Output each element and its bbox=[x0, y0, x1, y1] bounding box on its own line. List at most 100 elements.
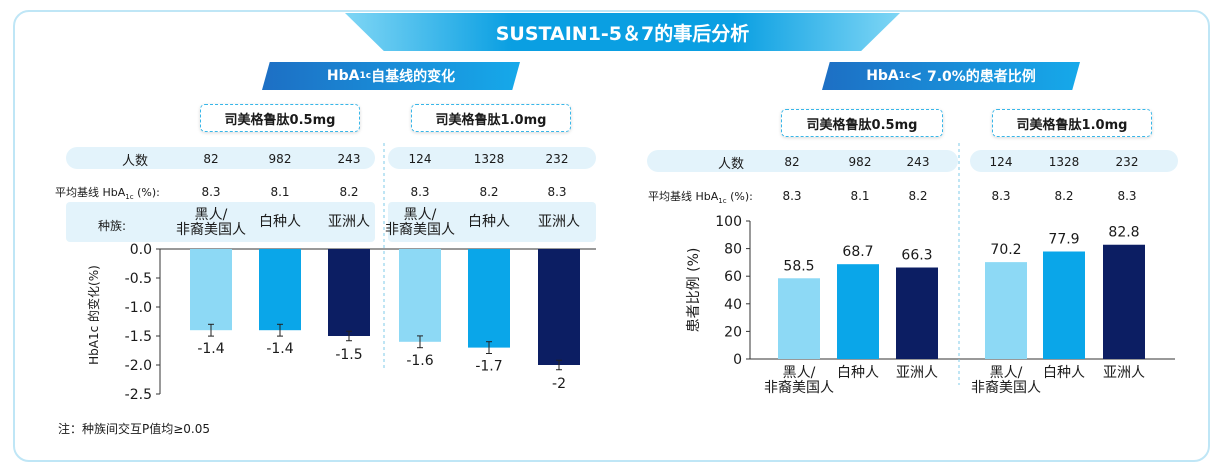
right-ethnicity-label: 白种人 bbox=[837, 365, 879, 381]
left-baseline-value: 8.3 bbox=[201, 185, 221, 199]
right-n-value: 82 bbox=[784, 155, 800, 169]
right-baseline-value: 8.3 bbox=[991, 189, 1011, 203]
left-data-label-line: -1.4 bbox=[197, 341, 224, 357]
left-bar bbox=[538, 249, 580, 365]
baseline-label-post: (%): bbox=[133, 186, 160, 199]
right-y-tick-label-line: 60 bbox=[724, 269, 742, 285]
left-n-value: 82 bbox=[203, 152, 219, 166]
left-data-label: -1.6 bbox=[406, 353, 433, 369]
right-section-title-sub: 1c bbox=[898, 71, 911, 81]
left-section-title-sub: 1c bbox=[359, 71, 372, 81]
right-n-pill-05 bbox=[647, 150, 958, 172]
right-ethnicity-label-line: 亚洲人 bbox=[1103, 365, 1145, 381]
left-y-tick-label-line: -1.5 bbox=[125, 329, 152, 345]
footnote: 注：种族间交互P值均≥0.05 bbox=[58, 422, 211, 436]
right-ethnicity-label-line: 黑人/ bbox=[783, 365, 816, 381]
left-y-tick-label: -2.0 bbox=[125, 358, 152, 374]
right-data-label: 82.8 bbox=[1108, 225, 1139, 241]
right-data-label: 77.9 bbox=[1048, 231, 1079, 247]
right-data-label-line: 70.2 bbox=[990, 242, 1021, 258]
left-eth-band-05 bbox=[66, 202, 375, 242]
right-section-title-hba: HbA bbox=[866, 68, 899, 84]
left-eth-band-10 bbox=[388, 202, 596, 242]
right-ethnicity-label-line: 亚洲人 bbox=[896, 365, 938, 381]
left-y-axis-label: HbA1c 的变化(%) bbox=[86, 265, 101, 365]
baseline-label-post: (%): bbox=[726, 190, 753, 203]
left-ethnicity-label: 种族: bbox=[98, 219, 127, 233]
right-bar bbox=[1103, 244, 1145, 359]
right-n-label: 人数 bbox=[718, 157, 745, 172]
baseline-label-sub: 1c bbox=[718, 197, 727, 206]
left-y-tick-label: -0.5 bbox=[125, 271, 152, 287]
right-baseline-value: 8.3 bbox=[1117, 189, 1137, 203]
right-y-tick-label: 0 bbox=[733, 352, 742, 368]
right-n-value: 124 bbox=[989, 155, 1013, 169]
right-y-tick-label-line: 80 bbox=[724, 242, 742, 258]
baseline-label-pre: 平均基线 HbA bbox=[55, 186, 126, 199]
left-y-tick-label-line: -2.0 bbox=[125, 358, 152, 374]
right-y-axis-label: 患者比例 (%) bbox=[686, 248, 702, 333]
left-n-value: 243 bbox=[337, 152, 361, 166]
left-ethnicity-label: 亚洲人 bbox=[328, 214, 370, 230]
right-ethnicity-label: 白种人 bbox=[1043, 365, 1085, 381]
left-data-label-line: -1.7 bbox=[475, 359, 502, 375]
right-y-tick-label-line: 40 bbox=[724, 297, 742, 313]
right-ethnicity-label-line: 白种人 bbox=[837, 365, 879, 381]
right-data-label: 58.5 bbox=[783, 258, 814, 274]
right-dose-10: 司美格鲁肽1.0mg bbox=[992, 109, 1152, 137]
right-y-axis-label-line: 患者比例 (%) bbox=[686, 248, 702, 333]
right-ethnicity-label-line: 黑人/ bbox=[990, 365, 1023, 381]
left-section-title: HbA 1c 自基线的变化 bbox=[262, 62, 520, 90]
right-data-label: 70.2 bbox=[990, 242, 1021, 258]
left-data-label: -1.4 bbox=[266, 341, 293, 357]
left-n-value: 232 bbox=[545, 152, 569, 166]
left-data-label: -2 bbox=[552, 376, 566, 392]
left-bar bbox=[190, 249, 232, 331]
right-y-tick-label: 80 bbox=[724, 242, 742, 258]
left-ethnicity-label-line: 非裔美国人 bbox=[385, 221, 455, 238]
left-y-tick-label-line: -1.0 bbox=[125, 300, 152, 316]
left-dose-10: 司美格鲁肽1.0mg bbox=[411, 104, 571, 132]
left-y-tick-label: -2.5 bbox=[125, 387, 152, 403]
left-section-title-rest: 自基线的变化 bbox=[371, 69, 456, 85]
left-y-axis-label-line: HbA1c 的变化(%) bbox=[86, 265, 101, 365]
right-bar bbox=[985, 262, 1027, 359]
left-bar bbox=[259, 249, 301, 331]
right-y-tick-label-line: 100 bbox=[715, 214, 742, 230]
left-data-label: -1.7 bbox=[475, 359, 502, 375]
left-baseline-label: 平均基线 HbA1c (%): bbox=[55, 184, 160, 201]
right-baseline-value: 8.1 bbox=[850, 189, 870, 203]
left-ethnicity-label: 白种人 bbox=[259, 214, 301, 230]
left-data-label-line: -1.5 bbox=[335, 347, 362, 363]
left-ethnicity-label-line: 亚洲人 bbox=[538, 214, 580, 230]
left-baseline-value: 8.1 bbox=[270, 185, 290, 199]
left-ethnicity-label-line: 黑人/ bbox=[404, 207, 437, 223]
right-n-value: 232 bbox=[1115, 155, 1139, 169]
right-y-tick-label: 40 bbox=[724, 297, 742, 313]
left-ethnicity-label: 白种人 bbox=[468, 214, 510, 230]
right-section-title: HbA 1c < 7.0%的患者比例 bbox=[822, 62, 1080, 90]
left-baseline-value: 8.3 bbox=[410, 185, 430, 199]
left-n-value: 1328 bbox=[473, 152, 505, 166]
left-ethnicity-label: 黑人/非裔美国人 bbox=[385, 207, 455, 238]
right-data-label: 66.3 bbox=[901, 248, 932, 264]
right-y-tick-label: 60 bbox=[724, 269, 742, 285]
right-data-label-line: 58.5 bbox=[783, 258, 814, 274]
baseline-label-pre: 平均基线 HbA bbox=[648, 190, 719, 203]
right-y-tick-label-line: 20 bbox=[724, 324, 742, 340]
outer-frame bbox=[13, 10, 1210, 462]
left-ethnicity-label-line: 白种人 bbox=[468, 214, 510, 230]
right-n-value: 1328 bbox=[1048, 155, 1080, 169]
left-y-tick-label: 0.0 bbox=[130, 242, 152, 258]
right-ethnicity-label: 亚洲人 bbox=[1103, 365, 1145, 381]
left-baseline-value: 8.3 bbox=[547, 185, 567, 199]
left-data-label-line: -1.6 bbox=[406, 353, 433, 369]
left-bar bbox=[399, 249, 441, 342]
left-n-pill-05 bbox=[66, 147, 375, 169]
left-section-title-hba: HbA bbox=[326, 68, 360, 84]
right-bar bbox=[778, 278, 820, 359]
right-n-pill-10 bbox=[970, 150, 1178, 172]
right-baseline-value: 8.2 bbox=[908, 189, 928, 203]
right-bar bbox=[837, 264, 879, 359]
right-data-label-line: 66.3 bbox=[901, 248, 932, 264]
